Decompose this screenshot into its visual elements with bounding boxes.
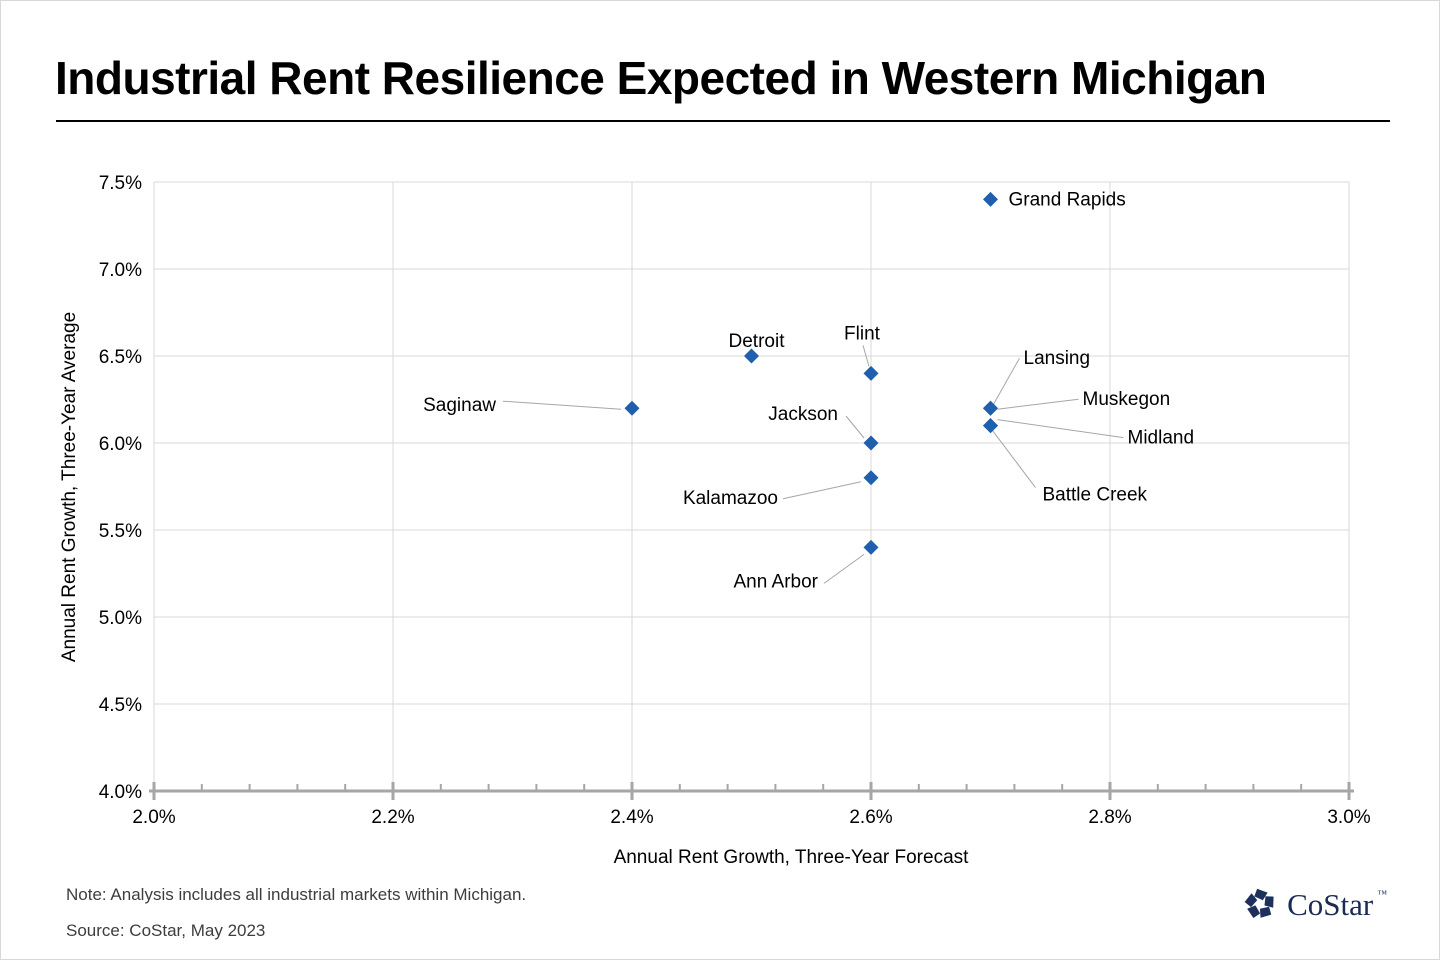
y-axis-title: Annual Rent Growth, Three-Year Average: [59, 311, 80, 663]
data-point-kalamazoo: [863, 470, 879, 486]
leader-line-midland: [997, 419, 1124, 439]
leader-line-lansing: [993, 357, 1020, 405]
costar-pinwheel-icon: [1244, 888, 1274, 918]
y-tick-label: 5.5%: [99, 521, 142, 542]
data-label-ann-arbor: Ann Arbor: [734, 571, 819, 592]
leader-line-battle-creek: [992, 430, 1036, 488]
y-tick-label: 6.5%: [99, 347, 142, 368]
data-point-detroit: [744, 348, 759, 364]
x-axis-title: Annual Rent Growth, Three-Year Forecast: [613, 847, 969, 868]
leader-line-saginaw: [502, 400, 622, 410]
data-point-grand-rapids: [983, 191, 998, 207]
data-label-lansing: Lansing: [1024, 348, 1091, 369]
title-underline: [56, 120, 1390, 122]
y-tick-label: 7.0%: [99, 260, 142, 281]
data-point-jackson: [863, 435, 879, 451]
y-tick-label: 4.0%: [99, 782, 142, 803]
y-tick-label: 4.5%: [99, 695, 142, 716]
leader-line-jackson: [845, 415, 865, 439]
y-tick-label: 6.0%: [99, 434, 142, 455]
note-text: Note: Analysis includes all industrial m…: [66, 885, 527, 904]
x-tick-label: 2.8%: [1088, 807, 1131, 828]
data-label-kalamazoo: Kalamazoo: [683, 488, 778, 509]
data-label-battle-creek: Battle Creek: [1043, 485, 1148, 506]
data-point-ann-arbor: [863, 539, 879, 555]
x-tick-label: 2.0%: [132, 807, 175, 828]
data-label-midland: Midland: [1128, 428, 1195, 449]
costar-logo: CoStar ™: [1241, 885, 1387, 923]
costar-logo-text: CoStar: [1287, 886, 1374, 922]
leader-line-flint: [862, 345, 870, 367]
y-tick-label: 7.5%: [99, 173, 142, 194]
data-label-saginaw: Saginaw: [423, 395, 496, 416]
leader-line-ann-arbor: [823, 553, 865, 584]
data-point-saginaw: [624, 400, 640, 416]
source-text: Source: CoStar, May 2023: [66, 921, 266, 940]
leader-line-kalamazoo: [782, 481, 862, 500]
data-label-jackson: Jackson: [768, 404, 838, 425]
y-tick-label: 5.0%: [99, 608, 142, 629]
x-tick-label: 3.0%: [1327, 807, 1370, 828]
x-tick-label: 2.4%: [610, 807, 653, 828]
chart-title: Industrial Rent Resilience Expected in W…: [55, 52, 1267, 104]
data-point-muskegon: [983, 400, 998, 416]
data-label-detroit: Detroit: [729, 331, 786, 352]
data-label-grand-rapids: Grand Rapids: [1009, 189, 1126, 210]
data-label-flint: Flint: [844, 323, 881, 344]
x-tick-label: 2.6%: [849, 807, 892, 828]
data-label-muskegon: Muskegon: [1083, 389, 1171, 410]
data-point-battle-creek: [983, 418, 998, 434]
data-point-flint: [863, 365, 879, 381]
leader-line-muskegon: [997, 398, 1079, 410]
trademark-symbol: ™: [1377, 889, 1387, 900]
x-tick-label: 2.2%: [371, 807, 414, 828]
